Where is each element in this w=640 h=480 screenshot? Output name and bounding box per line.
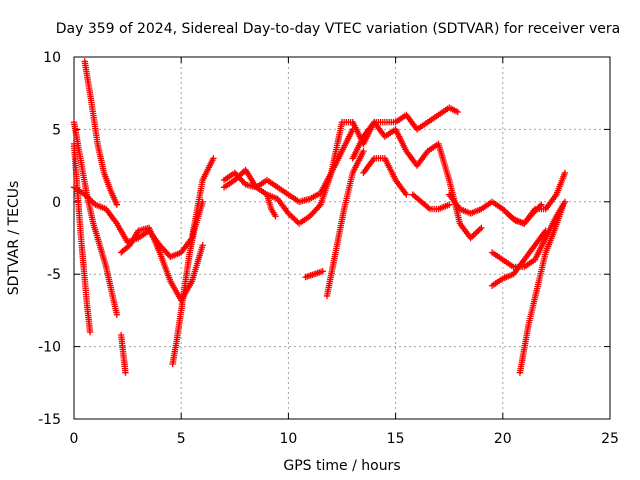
data-point-marker (289, 214, 297, 221)
y-tick-label: 10 (43, 50, 61, 66)
data-series (70, 58, 569, 376)
x-tick-labels: 0 5 10 15 20 25 (70, 431, 619, 447)
series-arc-a (70, 118, 121, 318)
series-arc-g (169, 198, 206, 368)
x-tick-label: 5 (177, 431, 186, 447)
data-point-marker (473, 229, 480, 236)
data-point-marker (561, 198, 569, 205)
data-point-marker (559, 202, 567, 210)
data-point-marker (475, 227, 482, 234)
data-point-marker (472, 230, 479, 237)
series-arc-b (70, 140, 94, 336)
x-axis-label: GPS time / hours (283, 458, 400, 474)
series-arc-c (81, 58, 121, 208)
series-arc-u (503, 201, 545, 227)
x-tick-label: 20 (494, 431, 512, 447)
data-point-marker (113, 311, 121, 318)
y-tick-label: 5 (52, 122, 61, 138)
data-point-marker (535, 204, 542, 211)
series-arc-i (220, 126, 356, 227)
data-point-marker (84, 194, 91, 201)
x-tick-label: 0 (70, 431, 79, 447)
axis-ticks (73, 56, 611, 420)
series-arc-n (349, 118, 485, 242)
data-point-marker (476, 226, 484, 233)
data-point-marker (210, 155, 217, 162)
data-point-marker (288, 213, 295, 220)
series-arc-o (360, 155, 410, 198)
data-point-marker (272, 213, 279, 220)
x-tick-label: 15 (387, 431, 405, 447)
data-point-marker (538, 201, 545, 208)
data-point-marker (478, 224, 485, 232)
data-point-marker (199, 198, 206, 205)
data-point-marker (86, 328, 94, 336)
data-point-marker (319, 268, 326, 275)
plot-frame (73, 56, 611, 420)
data-point-marker (454, 108, 461, 116)
x-tick-label: 10 (279, 431, 297, 447)
data-point-marker (446, 201, 453, 208)
series-arc-q (446, 169, 569, 227)
data-point-marker (403, 191, 410, 198)
x-tick-label: 25 (601, 431, 619, 447)
data-point-marker (360, 147, 367, 155)
series-arc-l (323, 147, 367, 300)
series-arc-f (117, 331, 129, 376)
data-point-marker (122, 369, 129, 376)
data-point-marker (542, 227, 549, 234)
data-point-marker (532, 207, 539, 214)
grid-lines (74, 57, 610, 419)
series-arc-k (302, 268, 326, 281)
series-arc-t (516, 202, 567, 376)
data-point-marker (533, 205, 541, 213)
data-point-marker (531, 208, 538, 216)
data-point-marker (425, 204, 432, 212)
y-tick-label: -5 (47, 267, 61, 283)
y-tick-label: -10 (38, 340, 61, 356)
data-point-marker (199, 242, 206, 249)
series-arc-j (263, 191, 279, 220)
data-point-marker (536, 202, 544, 210)
series-arc-p (409, 191, 453, 213)
series-arc-s (488, 227, 549, 289)
data-point-marker (561, 169, 569, 177)
series-arc-m (328, 104, 461, 177)
data-point-marker (291, 215, 298, 223)
y-tick-label: -15 (38, 412, 61, 428)
chart-title: Day 359 of 2024, Sidereal Day-to-day VTE… (56, 21, 620, 37)
data-point-marker (113, 201, 121, 208)
data-point-marker (529, 210, 537, 217)
y-tick-labels: 10 5 0 -5 -10 -15 (38, 50, 61, 428)
data-point-marker (316, 202, 323, 210)
data-point-marker (470, 231, 477, 239)
y-tick-label: 0 (52, 195, 61, 211)
y-axis-label: SDTVAR / TECUs (6, 181, 22, 296)
